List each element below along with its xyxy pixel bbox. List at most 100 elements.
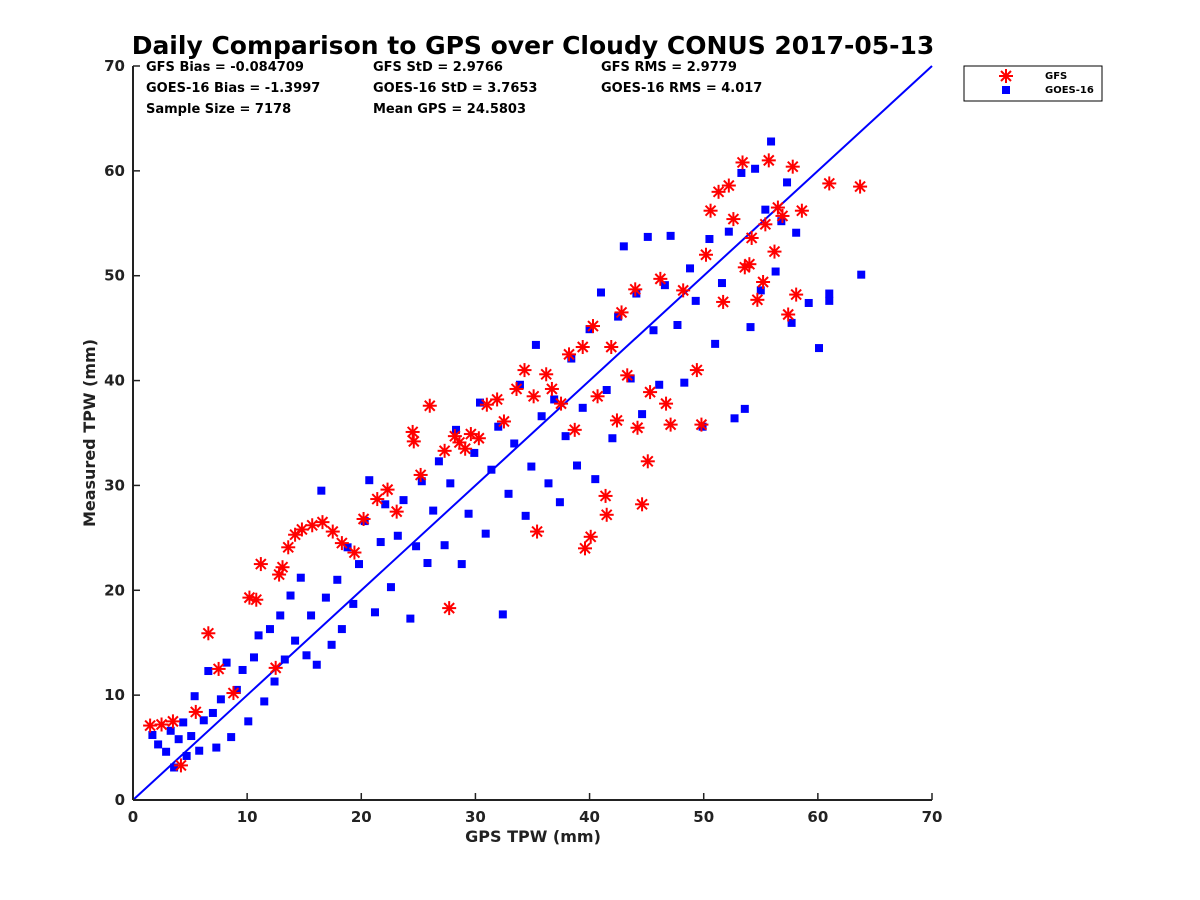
goes16-point [655,380,664,389]
goes16-point [227,733,236,742]
goes16-point [740,404,749,413]
goes16-point [481,529,490,538]
x-tick-label: 70 [922,808,943,826]
y-tick-label: 30 [104,476,125,494]
goes16-point [343,543,352,552]
x-tick-label: 60 [807,808,828,826]
goes16-point [286,591,295,600]
goes16-point [591,475,600,484]
goes16-point [649,326,658,335]
goes16-point [751,164,760,173]
goes16-point [166,726,175,735]
gfs-point [767,244,782,259]
goes16-point [337,625,346,634]
gfs-point [188,704,203,719]
x-tick-label: 40 [579,808,600,826]
goes16-point [190,692,199,701]
gfs-point [653,271,668,286]
gfs-point [735,155,750,170]
legend-item-goes16: GOES-16 [1002,85,1094,96]
gfs-point [609,413,624,428]
gfs-point [165,714,180,729]
goes16-point [307,611,316,620]
gfs-point [781,307,796,322]
goes16-point [457,560,466,569]
goes16-rms-stat: GOES-16 RMS = 4.017 [601,81,762,96]
goes16-point [767,137,776,146]
goes16-point [238,665,247,674]
goes16-point [619,242,628,251]
gfs-point [703,203,718,218]
goes16-std-stat: GOES-16 StD = 3.7653 [373,81,537,96]
goes16-point [317,486,326,495]
gfs-point [785,159,800,174]
goes16-point [381,500,390,509]
goes16-point [475,398,484,407]
legend-box [963,65,1103,102]
gfs-point [689,363,704,378]
gfs-point [575,340,590,355]
goes16-point [434,457,443,466]
gfs-point [405,424,420,439]
gfs-point [614,305,629,320]
gfs-point [659,396,674,411]
gfs-point [154,717,169,732]
gfs-bias-stat: GFS Bias = -0.084709 [146,60,304,75]
goes16-point [222,658,231,667]
goes16-point [260,697,269,706]
goes16-point [244,717,253,726]
goes16-point [440,541,449,550]
asterisk-marker-icon [999,69,1013,83]
goes16-point [487,465,496,474]
goes16-point [550,395,559,404]
goes16-point [174,735,183,744]
gfs-point [676,283,691,298]
x-tick-label: 30 [465,808,486,826]
goes16-point [349,599,358,608]
goes16-point [170,763,179,772]
gfs-point [758,217,773,232]
gfs-point [578,541,593,556]
gfs-point [422,398,437,413]
gfs-point [583,529,598,544]
goes16-point [666,231,675,240]
goes16-bias-stat: GOES-16 Bias = -1.3997 [146,81,320,96]
gfs-point [526,389,541,404]
goes16-point [470,448,479,457]
gfs-point [442,601,457,616]
statistics-block: GFS Bias = -0.084709 GFS StD = 2.9766 GF… [146,60,762,117]
goes16-point [638,410,647,419]
gfs-point [406,434,421,449]
goes16-point [643,232,652,241]
goes16-point [537,412,546,421]
goes16-point [321,593,330,602]
goes16-point [370,608,379,617]
goes16-point [464,509,473,518]
goes16-point [365,476,374,485]
goes16-point [216,695,225,704]
gfs-point [479,397,494,412]
gfs-point [643,385,658,400]
goes16-point [446,479,455,488]
goes16-point [429,506,438,515]
gfs-point [562,347,577,362]
goes16-point [825,296,834,305]
gfs-point [554,396,569,411]
gfs-point [590,389,605,404]
gfs-point [253,557,268,572]
gfs-point [640,454,655,469]
goes16-point [787,318,796,327]
goes16-point [711,339,720,348]
goes16-point [527,462,536,471]
gfs-point [315,515,330,530]
gfs-point [370,492,385,507]
goes16-point [154,740,163,749]
goes16-point [355,560,364,569]
y-axis-label: Measured TPW (mm) [80,339,99,527]
gfs-point [567,422,582,437]
goes16-point [187,732,196,741]
goes16-point [804,298,813,307]
y-tick-label: 50 [104,267,125,285]
goes16-point [573,461,582,470]
gfs-point [794,203,809,218]
